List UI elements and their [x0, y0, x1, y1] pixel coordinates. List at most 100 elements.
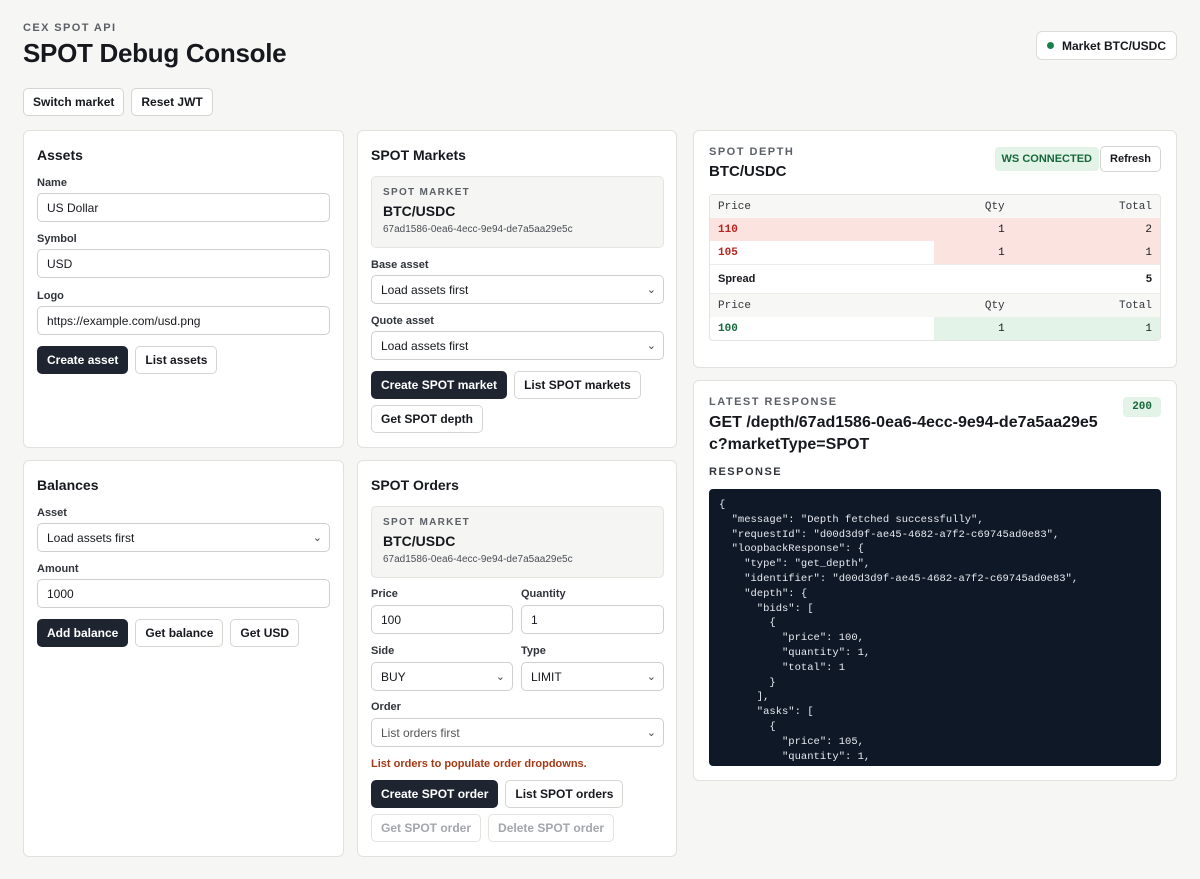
order-market-label: SPOT MARKET	[383, 517, 470, 528]
get-balance-button[interactable]: Get balance	[135, 619, 223, 647]
ws-status-badge: WS CONNECTED	[995, 147, 1099, 171]
asset-symbol-input[interactable]: USD	[37, 249, 330, 278]
quote-asset-value: Load assets first	[381, 339, 468, 353]
refresh-depth-button[interactable]: Refresh	[1100, 146, 1161, 172]
add-balance-button[interactable]: Add balance	[37, 619, 128, 647]
side-value: BUY	[381, 670, 406, 684]
response-card: LATEST RESPONSE 200 GET /depth/67ad1586-…	[693, 380, 1177, 781]
create-spot-market-button[interactable]: Create SPOT market	[371, 371, 507, 399]
bid-price: 100	[710, 323, 859, 335]
col-qty-header: Qty	[859, 201, 1004, 213]
bid-row: 100 1 1	[710, 317, 1160, 340]
chevron-down-icon: ⌄	[647, 726, 656, 739]
price-label: Price	[371, 588, 398, 600]
amount-input[interactable]: 1000	[37, 579, 330, 608]
assets-title: Assets	[37, 147, 83, 163]
page-title: SPOT Debug Console	[23, 38, 286, 69]
price-input[interactable]: 100	[371, 605, 513, 634]
get-spot-order-button[interactable]: Get SPOT order	[371, 814, 481, 842]
chevron-down-icon: ⌄	[496, 670, 505, 683]
asset-symbol-label: Symbol	[37, 233, 77, 245]
asset-logo-input[interactable]: https://example.com/usd.png	[37, 306, 330, 335]
order-market-name: BTC/USDC	[383, 533, 455, 549]
balance-asset-value: Load assets first	[47, 531, 134, 545]
market-summary-id: 67ad1586-0ea6-4ecc-9e94-de7a5aa29e5c	[383, 224, 573, 235]
app-eyebrow: CEX SPOT API	[23, 22, 286, 34]
switch-market-button[interactable]: Switch market	[23, 88, 124, 116]
bids-header-row: Price Qty Total	[710, 294, 1160, 317]
asks-header-row: Price Qty Total	[710, 195, 1160, 218]
spread-value: 5	[1146, 273, 1152, 285]
order-select[interactable]: List orders first ⌄	[371, 718, 664, 747]
ask-row: 110 1 2	[710, 218, 1160, 241]
amount-label: Amount	[37, 563, 79, 575]
col-total-header: Total	[1005, 201, 1160, 213]
col-price-header: Price	[710, 300, 859, 312]
asset-name-label: Name	[37, 177, 67, 189]
response-json: { "message": "Depth fetched successfully…	[709, 489, 1161, 766]
asset-logo-label: Logo	[37, 290, 64, 302]
top-actions: Switch market Reset JWT	[23, 88, 213, 116]
balances-title: Balances	[37, 477, 98, 493]
spread-label: Spread	[718, 273, 755, 285]
quantity-label: Quantity	[521, 588, 566, 600]
order-label: Order	[371, 701, 401, 713]
ask-row: 105 1 1	[710, 241, 1160, 264]
assets-card: Assets Name US Dollar Symbol USD Logo ht…	[23, 130, 344, 448]
asset-name-input[interactable]: US Dollar	[37, 193, 330, 222]
ask-price: 110	[710, 224, 859, 236]
type-select[interactable]: LIMIT ⌄	[521, 662, 664, 691]
create-asset-button[interactable]: Create asset	[37, 346, 128, 374]
list-spot-markets-button[interactable]: List SPOT markets	[514, 371, 641, 399]
bid-qty: 1	[859, 323, 1004, 335]
market-summary-name: BTC/USDC	[383, 203, 455, 219]
orders-warning: List orders to populate order dropdowns.	[371, 758, 587, 770]
ask-total: 2	[1005, 224, 1160, 236]
balances-card: Balances Asset Load assets first ⌄ Amoun…	[23, 460, 344, 857]
market-indicator: Market BTC/USDC	[1036, 31, 1177, 60]
response-body[interactable]: { "message": "Depth fetched successfully…	[709, 489, 1161, 766]
chevron-down-icon: ⌄	[647, 670, 656, 683]
ask-total: 1	[1005, 247, 1160, 259]
get-usd-button[interactable]: Get USD	[230, 619, 299, 647]
chevron-down-icon: ⌄	[313, 531, 322, 544]
orders-title: SPOT Orders	[371, 477, 459, 493]
response-label: RESPONSE	[709, 466, 782, 478]
orders-card: SPOT Orders SPOT MARKET BTC/USDC 67ad158…	[357, 460, 677, 857]
status-dot-icon	[1047, 42, 1054, 49]
depth-card: SPOT DEPTH BTC/USDC WS CONNECTED Refresh…	[693, 130, 1177, 368]
market-summary-label: SPOT MARKET	[383, 187, 470, 198]
balance-asset-select[interactable]: Load assets first ⌄	[37, 523, 330, 552]
base-asset-select[interactable]: Load assets first ⌄	[371, 275, 664, 304]
col-price-header: Price	[710, 201, 859, 213]
status-code-badge: 200	[1123, 397, 1161, 417]
market-indicator-label: Market BTC/USDC	[1062, 39, 1166, 53]
quote-asset-select[interactable]: Load assets first ⌄	[371, 331, 664, 360]
list-spot-orders-button[interactable]: List SPOT orders	[505, 780, 623, 808]
list-assets-button[interactable]: List assets	[135, 346, 217, 374]
ask-qty: 1	[859, 224, 1004, 236]
col-qty-header: Qty	[859, 300, 1004, 312]
col-total-header: Total	[1005, 300, 1160, 312]
get-spot-depth-button[interactable]: Get SPOT depth	[371, 405, 483, 433]
base-asset-label: Base asset	[371, 259, 429, 271]
markets-card: SPOT Markets SPOT MARKET BTC/USDC 67ad15…	[357, 130, 677, 448]
side-label: Side	[371, 645, 394, 657]
quote-asset-label: Quote asset	[371, 315, 434, 327]
market-summary: SPOT MARKET BTC/USDC 67ad1586-0ea6-4ecc-…	[371, 176, 664, 248]
order-market-id: 67ad1586-0ea6-4ecc-9e94-de7a5aa29e5c	[383, 554, 573, 565]
type-value: LIMIT	[531, 670, 562, 684]
order-market-summary: SPOT MARKET BTC/USDC 67ad1586-0ea6-4ecc-…	[371, 506, 664, 578]
type-label: Type	[521, 645, 546, 657]
response-request-line: GET /depth/67ad1586-0ea6-4ecc-9e94-de7a5…	[709, 412, 1109, 456]
ask-qty: 1	[859, 247, 1004, 259]
chevron-down-icon: ⌄	[647, 339, 656, 352]
base-asset-value: Load assets first	[381, 283, 468, 297]
create-spot-order-button[interactable]: Create SPOT order	[371, 780, 498, 808]
side-select[interactable]: BUY ⌄	[371, 662, 513, 691]
chevron-down-icon: ⌄	[647, 283, 656, 296]
reset-jwt-button[interactable]: Reset JWT	[131, 88, 212, 116]
quantity-input[interactable]: 1	[521, 605, 664, 634]
bid-total: 1	[1005, 323, 1160, 335]
delete-spot-order-button[interactable]: Delete SPOT order	[488, 814, 614, 842]
